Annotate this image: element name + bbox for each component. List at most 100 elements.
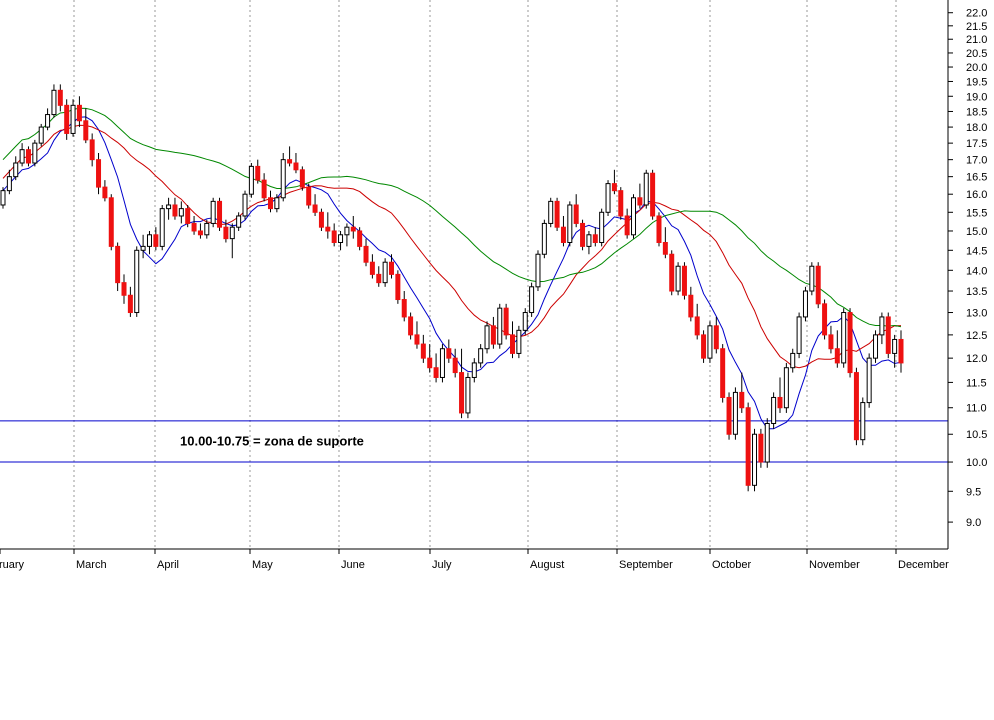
candle-body	[420, 343, 426, 359]
candle-body	[388, 261, 394, 275]
candle-body	[312, 204, 318, 213]
candle-body	[490, 325, 496, 345]
y-tick-label: 15.5	[966, 207, 987, 219]
candle-body	[32, 142, 38, 164]
candle-body	[694, 316, 700, 336]
candle-body	[541, 222, 547, 255]
candle-body	[580, 222, 586, 247]
candle-body	[395, 273, 401, 301]
candle-body	[280, 159, 286, 199]
x-tick-label: December	[898, 559, 949, 571]
candle-body	[76, 104, 82, 122]
candle-body	[599, 211, 605, 243]
candle-body	[503, 307, 509, 336]
y-tick-label: 20.5	[966, 48, 987, 60]
candle-body	[325, 226, 331, 232]
candle-body	[720, 348, 726, 398]
x-tick-label: June	[341, 559, 365, 571]
candle-body	[197, 230, 203, 236]
candle-body	[287, 159, 293, 164]
candle-body	[57, 89, 63, 106]
candle-body	[223, 226, 229, 240]
y-tick-label: 21.0	[966, 34, 987, 46]
x-tick-label: November	[809, 559, 860, 571]
candle-body	[331, 230, 337, 243]
candle-body	[484, 325, 490, 350]
candle-body	[19, 149, 25, 164]
candle-body	[13, 162, 19, 178]
y-tick-label: 9.0	[966, 517, 981, 529]
candle-body	[96, 159, 102, 188]
candle-body	[586, 234, 592, 247]
candle-body	[446, 348, 452, 359]
y-tick-label: 21.5	[966, 21, 987, 33]
candle-body	[822, 303, 828, 336]
candle-body	[777, 396, 783, 409]
y-tick-label: 10.5	[966, 429, 987, 441]
candle-body	[732, 391, 738, 435]
candle-body	[650, 172, 656, 217]
candle-body	[478, 348, 484, 364]
candle-body	[771, 396, 777, 424]
candle-body	[554, 200, 560, 228]
candle-body	[299, 169, 305, 188]
candle-body	[236, 215, 242, 228]
candle-body	[427, 357, 433, 369]
candle-body	[267, 197, 273, 210]
x-tick-label: September	[619, 559, 673, 571]
candle-body	[567, 204, 573, 243]
y-tick-label: 16.5	[966, 172, 987, 184]
candle-body	[159, 208, 165, 247]
candle-body	[510, 334, 516, 354]
candle-body	[248, 165, 254, 195]
candle-body	[210, 200, 216, 224]
candle-body	[873, 334, 879, 359]
y-tick-label: 18.0	[966, 122, 987, 134]
candle-body	[885, 316, 891, 354]
candle-body	[217, 200, 223, 228]
candle-body	[127, 294, 133, 314]
candle-body	[745, 407, 751, 486]
candle-body	[866, 357, 872, 404]
candle-body	[172, 204, 178, 217]
candle-body	[701, 334, 707, 359]
ma-short-line	[2, 116, 902, 430]
y-tick-label: 17.5	[966, 138, 987, 150]
candle-body	[363, 245, 369, 263]
candle-body	[726, 396, 732, 435]
candle-body	[548, 200, 554, 224]
candle-body	[376, 273, 382, 284]
candle-body	[344, 226, 350, 236]
candle-body	[108, 197, 114, 247]
candle-body	[242, 193, 248, 217]
support-zone-annotation: 10.00-10.75 = zona de suporte	[180, 433, 364, 448]
y-tick-label: 15.0	[966, 226, 987, 238]
candle-body	[306, 186, 312, 206]
candle-body	[255, 165, 261, 181]
y-tick-label: 19.5	[966, 76, 987, 88]
candle-body	[809, 265, 815, 292]
candle-body	[121, 282, 127, 296]
candle-body	[350, 226, 356, 232]
candle-body	[338, 234, 344, 243]
candle-body	[178, 208, 184, 217]
candle-body	[790, 352, 796, 369]
candle-body	[860, 402, 866, 441]
candle-body	[892, 338, 898, 354]
candle-body	[605, 183, 611, 213]
candle-body	[459, 372, 465, 414]
candle-body	[669, 253, 675, 292]
candle-body	[681, 265, 687, 296]
candle-body	[522, 312, 528, 331]
candle-body	[115, 245, 121, 284]
candle-body	[102, 186, 108, 199]
candle-body	[656, 215, 662, 243]
candlestick-series	[0, 84, 904, 492]
candle-body	[229, 226, 235, 240]
candle-body	[274, 197, 280, 210]
candle-body	[382, 261, 388, 284]
candle-body	[573, 204, 579, 224]
candle-body	[38, 126, 44, 144]
candle-body	[45, 114, 51, 128]
